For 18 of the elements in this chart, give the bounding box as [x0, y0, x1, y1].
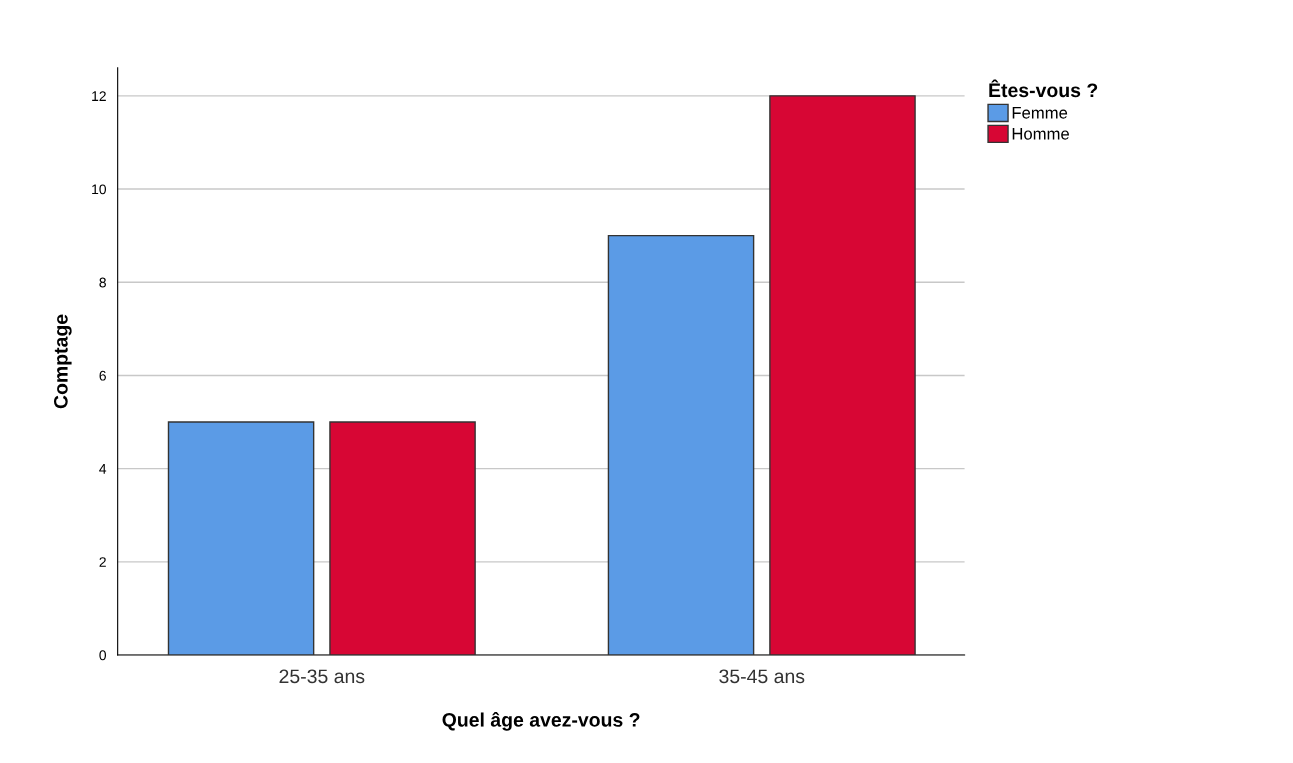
y-tick-label: 12 — [92, 91, 106, 101]
x-tick-label: 25-35 ans — [279, 669, 365, 684]
y-tick-label: 2 — [99, 557, 106, 567]
bar — [607, 234, 755, 656]
legend-label: Homme — [1012, 128, 1069, 140]
y-tick-label: 4 — [99, 464, 107, 474]
y-tick-label: 10 — [92, 184, 107, 195]
y-tick-label: 8 — [99, 277, 106, 288]
y-tick-label: 6 — [99, 370, 106, 381]
x-tick-label: 35-45 ans — [719, 669, 805, 684]
bar — [167, 421, 315, 656]
legend-label: Femme — [1012, 107, 1068, 119]
y-tick-label: 0 — [99, 650, 107, 661]
y-axis-title: Comptage — [53, 314, 72, 409]
bar — [769, 95, 916, 656]
legend-title: Êtes-vous ? — [989, 79, 1098, 98]
x-axis-title: Quel âge avez-vous ? — [442, 712, 640, 731]
bar — [329, 421, 476, 656]
